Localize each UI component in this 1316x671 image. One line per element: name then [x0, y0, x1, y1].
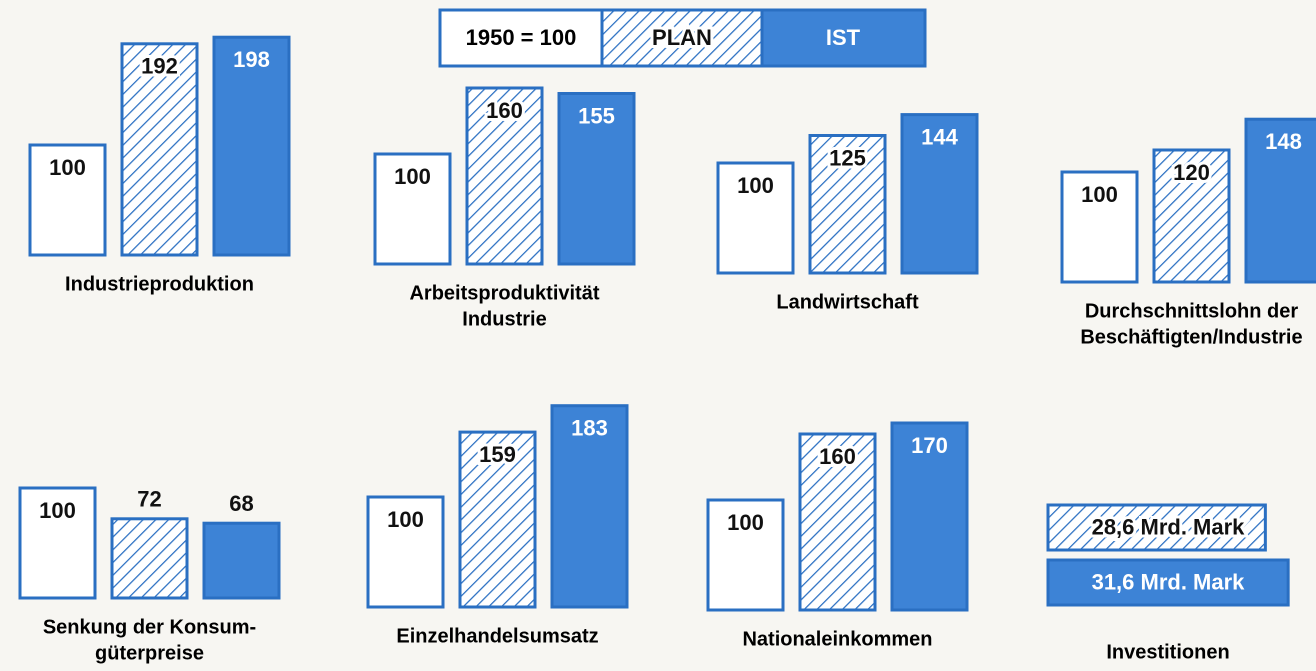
bar [550, 404, 629, 609]
value-label: 31,6 Mrd. Mark [1092, 569, 1246, 594]
bar [202, 521, 281, 600]
value-label: 170 [911, 433, 948, 458]
value-label: 100 [387, 507, 424, 532]
value-label: 144 [921, 124, 958, 149]
bar [798, 432, 877, 612]
value-label: 159 [479, 442, 516, 467]
value-label: 68 [229, 491, 253, 516]
bar [1060, 170, 1139, 284]
value-label: 155 [578, 103, 615, 128]
bar [716, 161, 795, 275]
panel-title: Industrie [462, 308, 546, 330]
panel-title: Industrieproduktion [65, 273, 254, 295]
bar [1152, 148, 1231, 284]
value-label: 148 [1265, 129, 1302, 154]
bar [373, 152, 452, 266]
value-label: 198 [233, 47, 270, 72]
panel-title: Landwirtschaft [776, 291, 919, 313]
legend-base-swatch [438, 8, 604, 68]
legend-ist: IST [826, 25, 861, 50]
legend-plan: PLAN [652, 25, 712, 50]
value-label: 100 [1081, 182, 1118, 207]
value-label: 160 [486, 98, 523, 123]
bar [18, 486, 97, 600]
value-label: 100 [727, 510, 764, 535]
value-label: 125 [829, 145, 866, 170]
bar [212, 35, 291, 257]
value-label: 100 [737, 173, 774, 198]
panel-title: Investitionen [1106, 641, 1229, 663]
panel-title: Nationaleinkommen [742, 628, 932, 650]
bar [366, 495, 445, 609]
panel-title: Arbeitsproduktivität [409, 282, 599, 304]
bar [557, 92, 636, 266]
panel-title: güterpreise [95, 642, 204, 664]
value-label: 192 [141, 54, 178, 79]
legend-plan-swatch [600, 8, 764, 68]
bar [28, 143, 107, 257]
bar [110, 517, 189, 600]
panel-title: Beschäftigten/Industrie [1080, 326, 1302, 348]
bar [890, 421, 969, 612]
panel-title: Durchschnittslohn der [1085, 300, 1299, 322]
legend-base: 1950 = 100 [466, 25, 577, 50]
value-label: 100 [39, 498, 76, 523]
value-label: 120 [1173, 160, 1210, 185]
value-label: 100 [49, 155, 86, 180]
bar [1046, 558, 1290, 607]
panel-title: Einzelhandelsumsatz [396, 625, 598, 647]
bar [1046, 503, 1267, 552]
value-label: 160 [819, 444, 856, 469]
bar [458, 430, 537, 609]
bar [465, 86, 544, 266]
bar [900, 113, 979, 275]
legend-ist-swatch [760, 8, 927, 68]
bar [808, 134, 887, 275]
bar [120, 42, 199, 257]
panel-title: Senkung der Konsum- [43, 616, 256, 638]
value-label: 28,6 Mrd. Mark [1092, 514, 1246, 539]
value-label: 183 [571, 416, 608, 441]
bar [706, 498, 785, 612]
value-label: 100 [394, 164, 431, 189]
value-label: 72 [137, 487, 161, 512]
bar [1244, 117, 1316, 284]
legend: 1950 = 100 PLAN IST [438, 8, 927, 68]
